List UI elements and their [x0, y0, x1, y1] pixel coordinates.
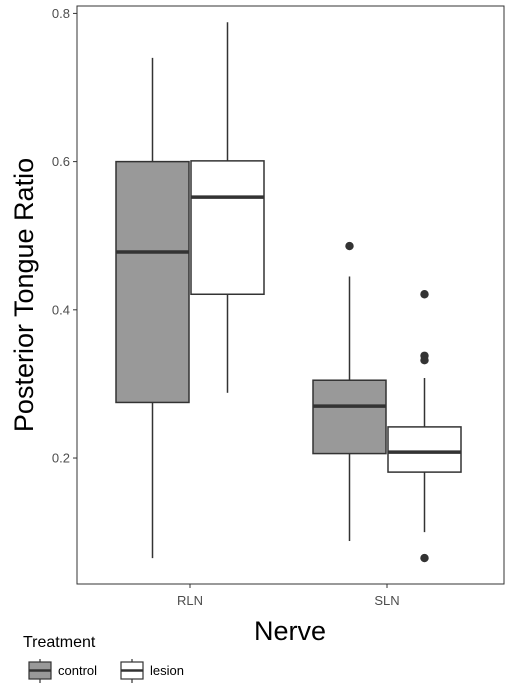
outlier-lesion-sln-3	[420, 553, 429, 563]
outlier-lesion-sln-2	[420, 356, 429, 365]
legend-label-lesion: lesion	[150, 663, 184, 678]
boxes-layer	[115, 22, 462, 563]
x-axis-title: Nerve	[254, 616, 326, 646]
x-tick-label-rln: RLN	[177, 593, 203, 608]
box-body-lesion-sln	[387, 426, 462, 473]
y-tick-label-3: 0.8	[52, 6, 70, 21]
y-tick-label-0: 0.2	[52, 451, 70, 466]
legend-item-control: control	[28, 659, 97, 683]
outlier-control-sln-0	[345, 241, 354, 251]
y-axis-title: Posterior Tongue Ratio	[9, 158, 39, 432]
y-tick-label-1: 0.4	[52, 302, 70, 317]
outlier-lesion-sln-0	[420, 290, 429, 299]
y-tick-label-2: 0.6	[52, 154, 70, 169]
box-body-lesion-rln	[190, 160, 265, 296]
box-body-control-rln	[115, 160, 190, 404]
box-control-sln	[312, 241, 387, 542]
y-axis: 0.2 0.4 0.6 0.8	[52, 6, 77, 466]
legend-item-lesion: lesion	[120, 659, 184, 683]
legend-title: Treatment	[23, 634, 96, 651]
box-lesion-rln	[190, 22, 265, 393]
legend-label-control: control	[58, 663, 97, 678]
box-control-rln	[115, 57, 190, 559]
box-lesion-sln	[387, 290, 462, 563]
x-tick-label-sln: SLN	[374, 593, 399, 608]
box-body-control-sln	[312, 379, 387, 455]
x-axis: RLN SLN	[177, 584, 400, 608]
legend: Treatment control lesion	[23, 634, 184, 683]
